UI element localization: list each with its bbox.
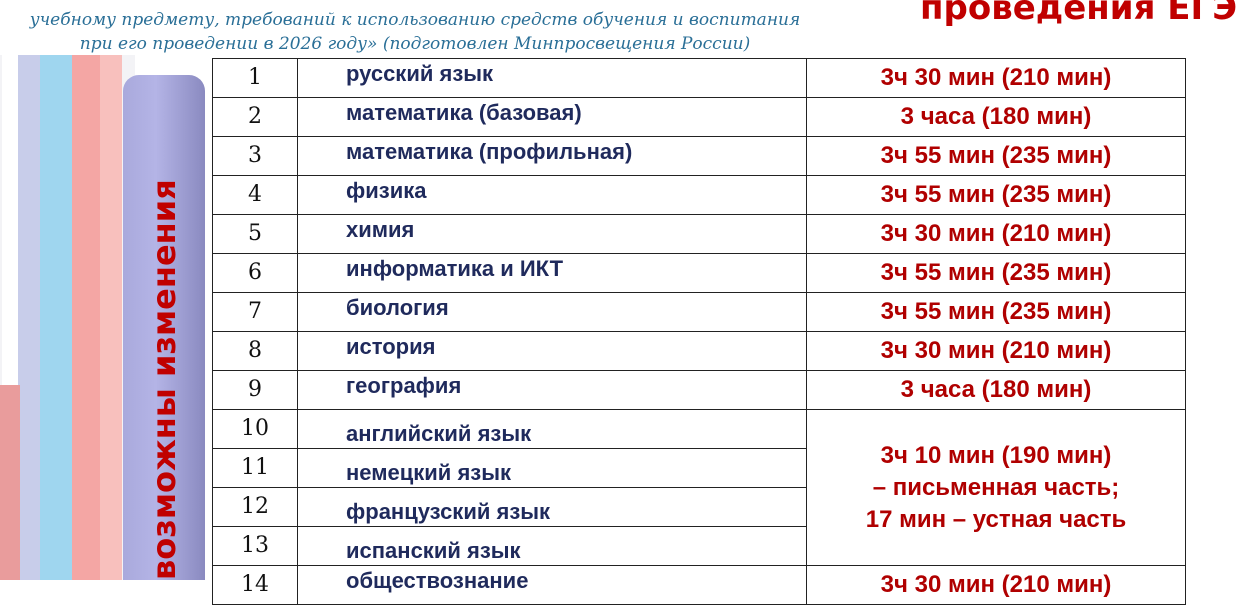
row-number: 12	[212, 487, 298, 527]
duration-cell: 3 часа (180 мин)	[806, 370, 1186, 410]
subtitle-line: учебному предмету, требований к использо…	[29, 10, 801, 30]
row-number: 13	[212, 526, 298, 566]
subject-cell: обществознание	[297, 565, 807, 605]
table-row: 6 информатика и ИКТ 3ч 55 мин (235 мин)	[212, 253, 1186, 293]
flag-decoration	[0, 55, 135, 580]
table-row: 4 физика 3ч 55 мин (235 мин)	[212, 175, 1186, 215]
subject-cell: информатика и ИКТ	[297, 253, 807, 293]
subject-cell: немецкий язык	[297, 448, 807, 488]
languages-duration-cell: 3ч 10 мин (190 мин) – письменная часть; 17…	[806, 409, 1186, 566]
table-row: 12 французский язык	[212, 487, 1186, 527]
subject-cell: математика (профильная)	[297, 136, 807, 176]
table-row: 13 испанский язык	[212, 526, 1186, 566]
subject-cell: география	[297, 370, 807, 410]
duration-cell: 3ч 55 мин (235 мин)	[806, 175, 1186, 215]
duration-cell: 3ч 55 мин (235 мин)	[806, 292, 1186, 332]
table-row: 8 история 3ч 30 мин (210 мин)	[212, 331, 1186, 371]
subject-cell: испанский язык	[297, 526, 807, 566]
row-number: 7	[212, 292, 298, 332]
duration-cell: 3ч 30 мин (210 мин)	[806, 214, 1186, 254]
side-label: возможны изменения	[145, 179, 183, 580]
row-number: 10	[212, 409, 298, 449]
table-row: 10 английский язык 3ч 10 мин (190 мин) – пи…	[212, 409, 1186, 566]
table-row: 7 биология 3ч 55 мин (235 мин)	[212, 292, 1186, 332]
duration-cell: 3ч 30 мин (210 мин)	[806, 58, 1186, 98]
row-number: 4	[212, 175, 298, 215]
side-label-wrapper: возможны изменения	[144, 85, 184, 580]
row-number: 2	[212, 97, 298, 137]
row-number: 5	[212, 214, 298, 254]
row-number: 1	[212, 58, 298, 98]
row-number: 8	[212, 331, 298, 371]
table-row: 5 химия 3ч 30 мин (210 мин)	[212, 214, 1186, 254]
subtitle-line: при его проведении в 2026 году» (подгото…	[79, 34, 751, 54]
row-number: 11	[212, 448, 298, 488]
duration-cell: 3ч 55 мин (235 мин)	[806, 253, 1186, 293]
subject-cell: русский язык	[297, 58, 807, 98]
subject-cell: биология	[297, 292, 807, 332]
duration-cell: 3ч 30 мин (210 мин)	[806, 565, 1186, 605]
subject-cell: химия	[297, 214, 807, 254]
row-number: 6	[212, 253, 298, 293]
subject-cell: физика	[297, 175, 807, 215]
duration-line: – письменная часть;	[872, 473, 1120, 501]
table-row: 14 обществознание 3ч 30 мин (210 мин)	[212, 565, 1186, 605]
row-number: 14	[212, 565, 298, 605]
table-row: 3 математика (профильная) 3ч 55 мин (235 м…	[212, 136, 1186, 176]
subject-cell: английский язык	[297, 409, 807, 449]
side-label-bar	[123, 75, 205, 580]
exam-duration-table: 1 русский язык 3ч 30 мин (210 мин) 2 математ…	[212, 58, 1186, 605]
subject-cell: математика (базовая)	[297, 97, 807, 137]
duration-line: 17 мин – устная часть	[865, 505, 1127, 533]
table-row: 2 математика (базовая) 3 часа (180 мин)	[212, 97, 1186, 137]
document-subtitle: учебному предмету, требований к использо…	[0, 0, 830, 56]
row-number: 9	[212, 370, 298, 410]
table-row: 1 русский язык 3ч 30 мин (210 мин)	[212, 58, 1186, 98]
duration-cell: 3ч 55 мин (235 мин)	[806, 136, 1186, 176]
subject-cell: французский язык	[297, 487, 807, 527]
duration-cell: 3ч 30 мин (210 мин)	[806, 331, 1186, 371]
table-row: 9 география 3 часа (180 мин)	[212, 370, 1186, 410]
duration-cell: 3 часа (180 мин)	[806, 97, 1186, 137]
subject-cell: история	[297, 331, 807, 371]
row-number: 3	[212, 136, 298, 176]
duration-line: 3ч 10 мин (190 мин)	[880, 441, 1112, 469]
page-title: проведения ЕГЭ	[920, 0, 1238, 28]
